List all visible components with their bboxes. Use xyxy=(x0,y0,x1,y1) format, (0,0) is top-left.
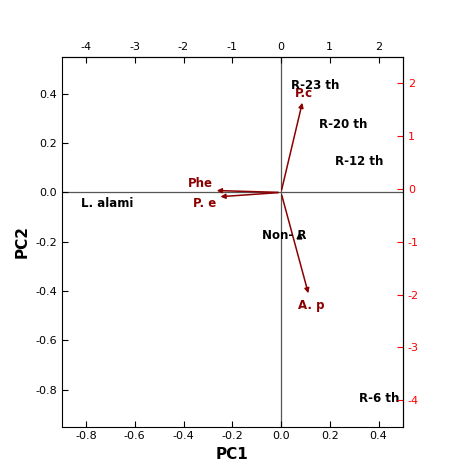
Text: P. e: P. e xyxy=(193,197,217,210)
X-axis label: PC1: PC1 xyxy=(216,447,249,462)
Text: R-6 th: R-6 th xyxy=(359,392,400,405)
Text: L. alami: L. alami xyxy=(81,197,134,210)
Text: R-23 th: R-23 th xyxy=(291,79,339,92)
Y-axis label: PC2: PC2 xyxy=(14,225,29,258)
Text: Phe: Phe xyxy=(188,177,213,190)
Text: R-12 th: R-12 th xyxy=(335,155,383,168)
Text: Non- R: Non- R xyxy=(262,229,306,242)
Text: A. p: A. p xyxy=(298,299,325,312)
Text: R-20 th: R-20 th xyxy=(319,118,367,131)
Text: P.c: P.c xyxy=(295,87,313,100)
